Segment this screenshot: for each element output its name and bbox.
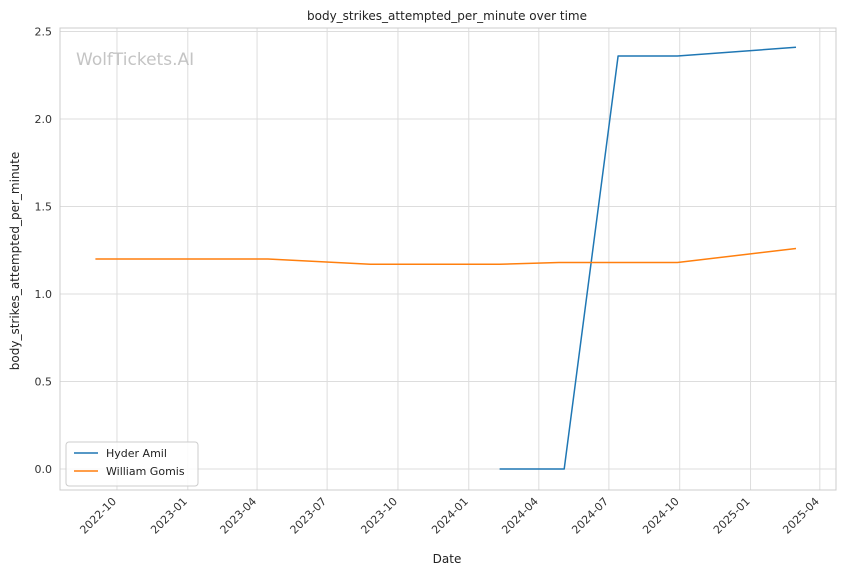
x-axis-label: Date xyxy=(433,552,462,566)
y-tick-label: 1.0 xyxy=(35,288,53,301)
legend-label: Hyder Amil xyxy=(106,447,167,460)
watermark: WolfTickets.AI xyxy=(76,50,194,70)
y-axis-label: body_strikes_attempted_per_minute xyxy=(8,152,22,370)
legend-label: William Gomis xyxy=(106,465,185,478)
y-tick-label: 0.0 xyxy=(35,463,53,476)
legend: Hyder Amil William Gomis xyxy=(65,441,199,487)
grid xyxy=(60,28,836,490)
y-tick-label: 1.5 xyxy=(35,201,53,214)
series-line xyxy=(499,46,797,470)
y-tick-labels: 0.0 0.5 1.0 1.5 2.0 2.5 xyxy=(35,26,53,477)
y-tick-label: 0.5 xyxy=(35,376,53,389)
y-tick-label: 2.5 xyxy=(35,26,53,39)
chart-title: body_strikes_attempted_per_minute over t… xyxy=(307,9,587,23)
legend-box xyxy=(65,441,199,487)
series-layer xyxy=(95,46,797,470)
plot-frame xyxy=(59,27,837,491)
y-tick-label: 2.0 xyxy=(35,113,53,126)
series-line xyxy=(95,247,797,266)
